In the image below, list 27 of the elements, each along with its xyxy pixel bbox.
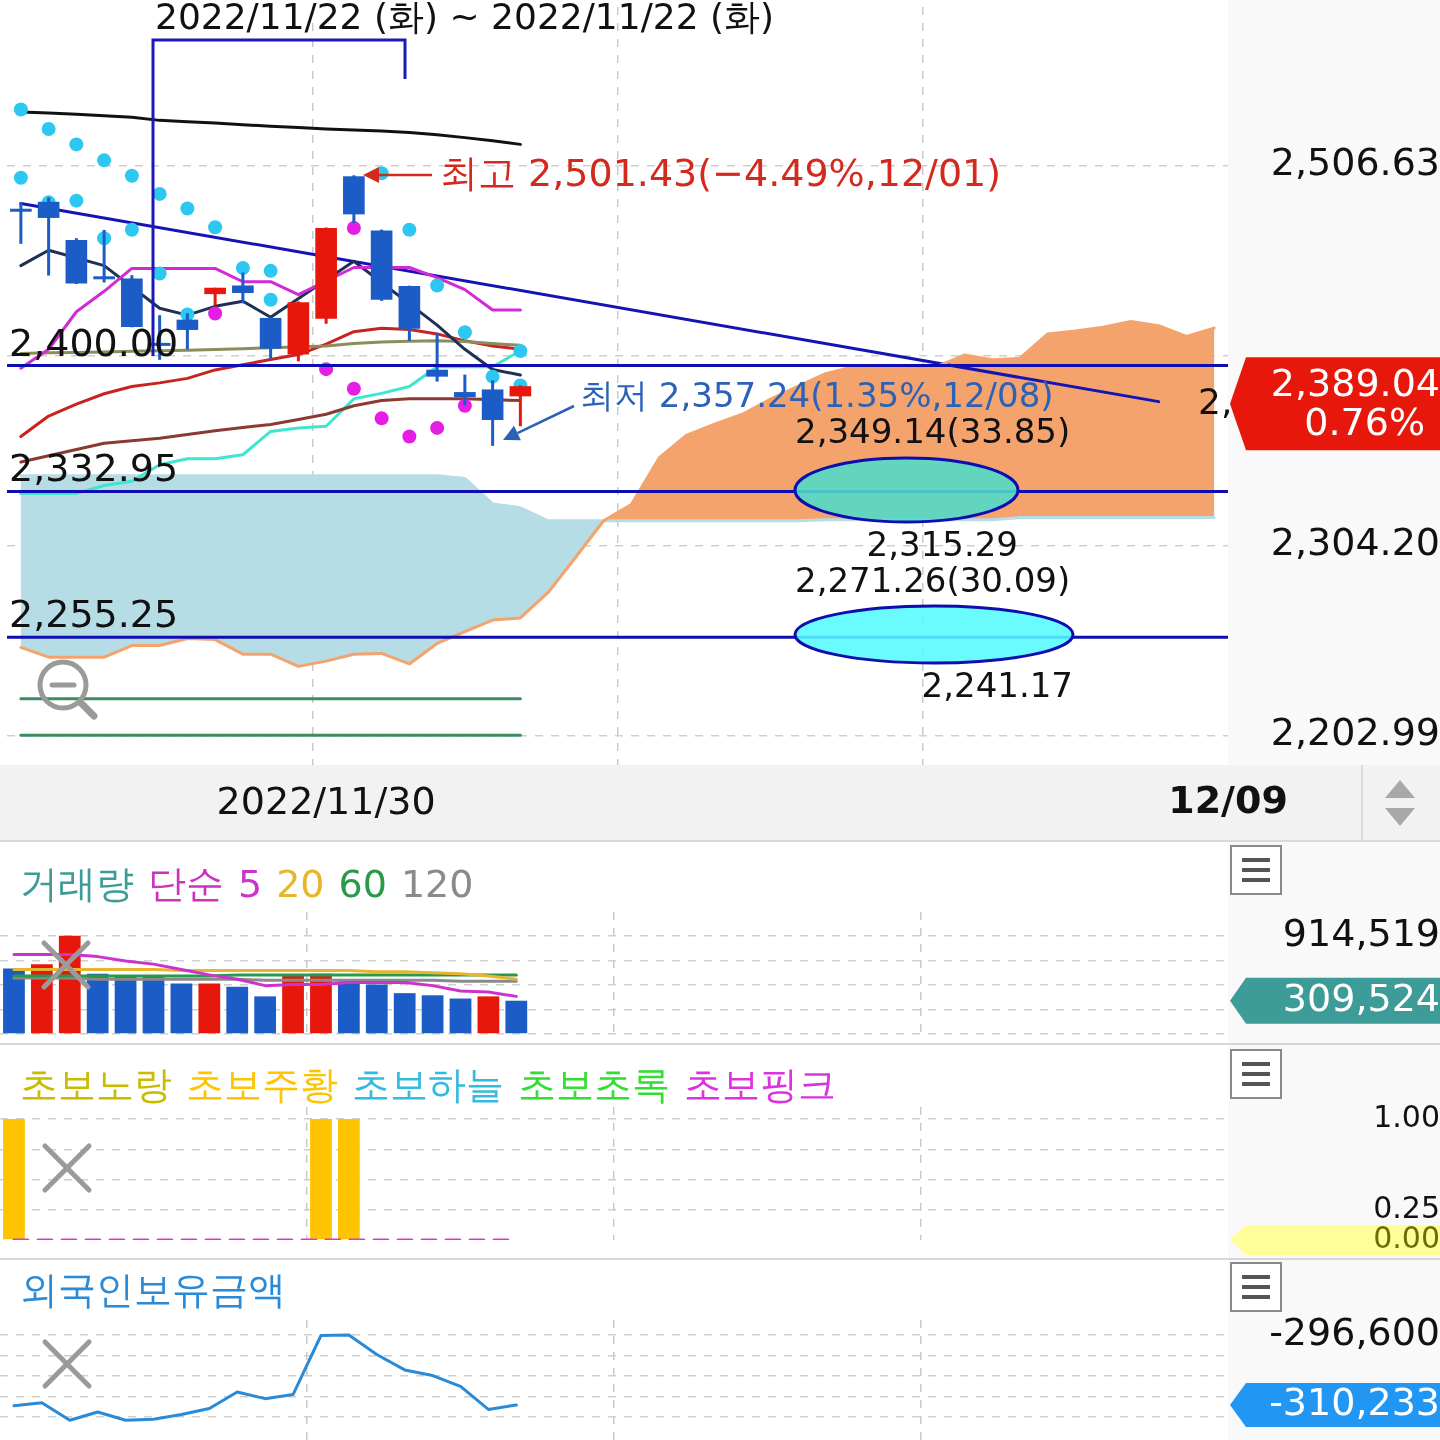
text: 12/09 [1168, 777, 1288, 822]
y-tick-label: 2,506.63 [1270, 140, 1440, 185]
text: 초보핑크 [684, 1062, 836, 1107]
series-label: 5 [238, 861, 263, 906]
series-label: 외국인보유금액 [20, 1267, 286, 1312]
series-label: 60 [338, 861, 387, 906]
series-label: 120 [400, 861, 474, 906]
legend-label: 초보하늘 [352, 1062, 504, 1107]
y-tick-label: 2,304.20 [1270, 520, 1440, 565]
series-label: 초보주황 [186, 1062, 338, 1107]
x-tick-label: 2022/11/30 [216, 778, 436, 823]
legend-title: 단순 [148, 861, 224, 906]
y-tick-label: 1.00 [1373, 1098, 1440, 1134]
legend-label: 초보초록 [518, 1062, 670, 1107]
annotation: 최고 2,501.43(−4.49%,12/01) [440, 150, 1002, 195]
y-tick-label: 309,524 [1282, 975, 1440, 1020]
y-tick-label: -296,600 [1269, 1309, 1440, 1354]
y-tick-label: 914,519 [1282, 910, 1440, 955]
series-label: 20 [276, 861, 325, 906]
annotation: 2,349.14(33.85) [795, 410, 1071, 451]
chart-title: 2022/11/22 (화) ~ 2022/11/22 (화) [155, 0, 775, 38]
y-tick-label: -310,233 [1269, 1379, 1440, 1424]
legend-label: 초보노랑 [20, 1062, 172, 1107]
annotation: 2,241.17 [921, 664, 1073, 705]
chart-title: 거래량 [20, 861, 134, 906]
ref-line-label: 2,255.25 [9, 592, 179, 637]
y-tick-label: 2,202.99 [1270, 710, 1440, 755]
